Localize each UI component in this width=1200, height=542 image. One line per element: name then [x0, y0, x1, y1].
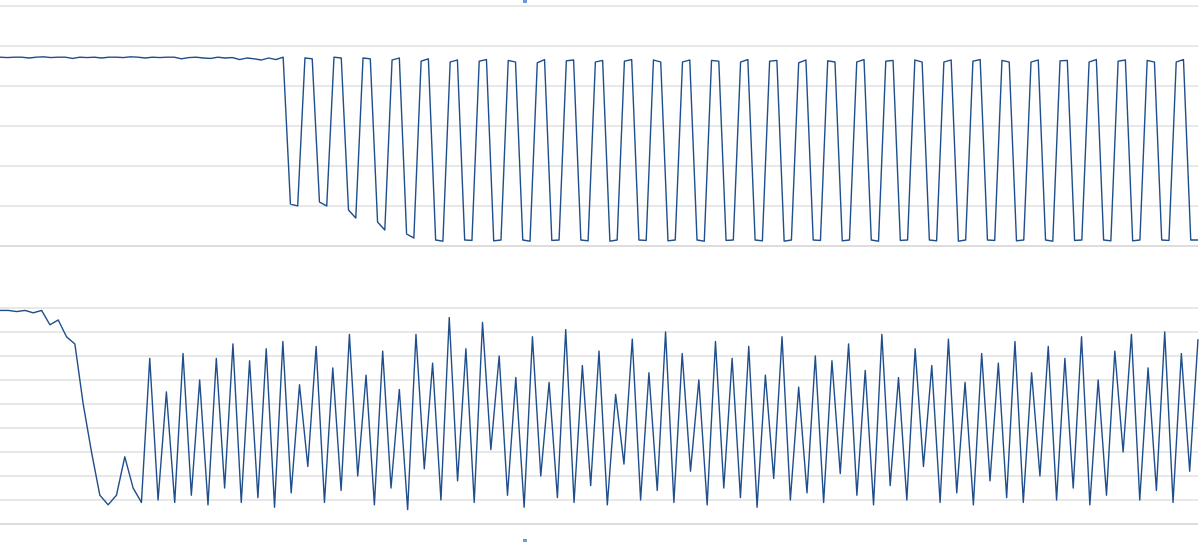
scroll-handle	[523, 539, 527, 542]
series-line	[0, 56, 1198, 242]
scroll-handle	[523, 0, 527, 3]
series-line	[0, 309, 1199, 511]
